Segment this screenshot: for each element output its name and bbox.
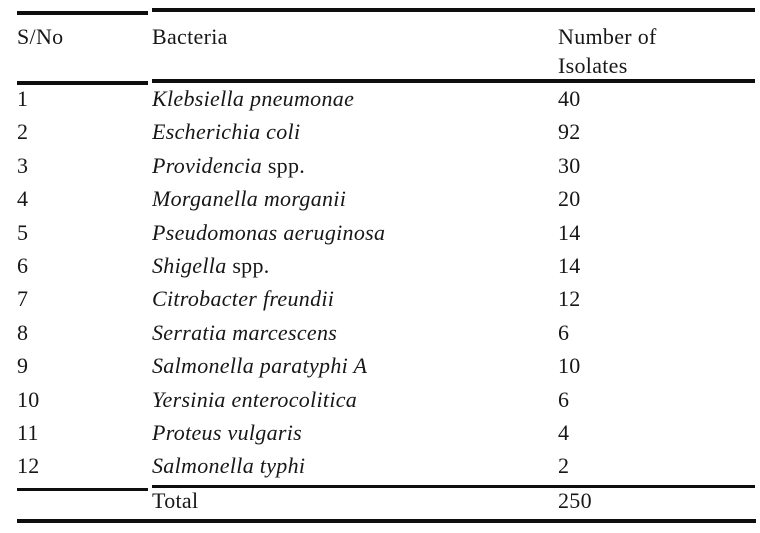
cell-bacteria-name: Providencia spp. (152, 149, 558, 182)
cell-isolate-count: 30 (558, 152, 581, 178)
table-row: 5 Pseudomonas aeruginosa 14 (17, 216, 756, 249)
column-header-bacteria: Bacteria (152, 24, 228, 49)
table-row: 3 Providencia spp. 30 (17, 149, 756, 182)
total-row-empty-cell (17, 483, 152, 519)
cell-isolate-count: 2 (558, 453, 570, 479)
cell-serial-number: 6 (17, 252, 29, 278)
bacteria-spp-suffix: spp. (226, 252, 270, 278)
table-row: 12 Salmonella typhi 2 (17, 449, 756, 482)
cell-isolate-count: 92 (558, 119, 581, 145)
cell-isolate-count: 10 (558, 353, 581, 379)
cell-serial-number: 10 (17, 386, 40, 412)
cell-serial-number: 5 (17, 219, 29, 245)
bacteria-genus-species-italic: Salmonella typhi (152, 453, 306, 479)
header-bottom-rule-right-segment (152, 79, 755, 83)
table-row: 8 Serratia marcescens 6 (17, 316, 756, 349)
cell-isolate-count: 12 (558, 286, 581, 312)
cell-bacteria-name: Morganella morganii (152, 182, 558, 215)
total-label: Total (152, 487, 199, 513)
cell-serial-number: 7 (17, 286, 29, 312)
table-row: 10 Yersinia enterocolitica 6 (17, 383, 756, 416)
cell-isolate-count: 4 (558, 419, 570, 445)
table-row: 6 Shigella spp. 14 (17, 249, 756, 282)
cell-serial-number: 8 (17, 319, 29, 345)
table-row: 11 Proteus vulgaris 4 (17, 416, 756, 449)
table-row: 1 Klebsiella pneumonae 40 (17, 82, 756, 115)
bacteria-genus-species-italic: Providencia (152, 152, 263, 178)
bacteria-genus-species-italic: Citrobacter freundii (152, 286, 335, 312)
bacteria-genus-species-italic: Escherichia coli (152, 119, 301, 145)
cell-serial-number: 12 (17, 453, 40, 479)
table-body: 1 Klebsiella pneumonae 40 2 Escherichia … (17, 82, 756, 483)
bacteria-genus-species-italic: Morganella morganii (152, 186, 347, 212)
bacteria-genus-species-italic: Pseudomonas aeruginosa (152, 219, 386, 245)
table-row: 7 Citrobacter freundii 12 (17, 282, 756, 315)
cell-bacteria-name: Serratia marcescens (152, 316, 558, 349)
cell-isolate-count: 6 (558, 386, 570, 412)
bacteria-genus-species-italic: Yersinia enterocolitica (152, 386, 358, 412)
cell-serial-number: 9 (17, 353, 29, 379)
cell-isolate-count: 14 (558, 219, 581, 245)
header-bottom-rule-left-segment (17, 81, 148, 85)
bacteria-genus-species-italic: Salmonella paratyphi A (152, 353, 368, 379)
bacteria-isolates-table: S/No Bacteria Number of Isolates 1 Klebs… (17, 13, 756, 519)
cell-bacteria-name: Shigella spp. (152, 249, 558, 282)
pre-total-rule-right-segment (152, 485, 755, 488)
cell-serial-number: 3 (17, 152, 29, 178)
table-header-row: S/No Bacteria Number of Isolates (17, 13, 756, 82)
cell-bacteria-name: Salmonella paratyphi A (152, 349, 558, 382)
bacteria-genus-species-italic: Serratia marcescens (152, 319, 338, 345)
cell-serial-number: 1 (17, 86, 29, 111)
cell-isolate-count: 40 (558, 86, 581, 111)
cell-bacteria-name: Citrobacter freundii (152, 282, 558, 315)
cell-isolate-count: 20 (558, 186, 581, 212)
cell-bacteria-name: Escherichia coli (152, 115, 558, 148)
cell-bacteria-name: Proteus vulgaris (152, 416, 558, 449)
bacteria-genus-species-italic: Proteus vulgaris (152, 419, 303, 445)
cell-serial-number: 2 (17, 119, 29, 145)
total-value: 250 (558, 487, 592, 513)
table-total-row: Total 250 (17, 483, 756, 519)
table-bottom-rule (17, 519, 756, 523)
bacteria-genus-species-italic: Shigella (152, 252, 227, 278)
cell-bacteria-name: Salmonella typhi (152, 449, 558, 482)
cell-bacteria-name: Klebsiella pneumonae (152, 82, 558, 115)
cell-bacteria-name: Yersinia enterocolitica (152, 383, 558, 416)
cell-serial-number: 11 (17, 419, 39, 445)
bacteria-genus-species-italic: Klebsiella pneumonae (152, 86, 355, 111)
table-top-rule-right-segment (152, 8, 755, 12)
cell-serial-number: 4 (17, 186, 29, 212)
bacteria-spp-suffix: spp. (262, 152, 306, 178)
table-row: 2 Escherichia coli 92 (17, 115, 756, 148)
table-row: 9 Salmonella paratyphi A 10 (17, 349, 756, 382)
cell-bacteria-name: Pseudomonas aeruginosa (152, 216, 558, 249)
table-row: 4 Morganella morganii 20 (17, 182, 756, 215)
column-header-number-of-isolates: Number of Isolates (558, 24, 657, 78)
pre-total-rule-left-segment (17, 488, 148, 491)
cell-isolate-count: 14 (558, 252, 581, 278)
table-top-rule-left-segment (17, 11, 148, 15)
column-header-sno: S/No (17, 24, 64, 49)
cell-isolate-count: 6 (558, 319, 570, 345)
